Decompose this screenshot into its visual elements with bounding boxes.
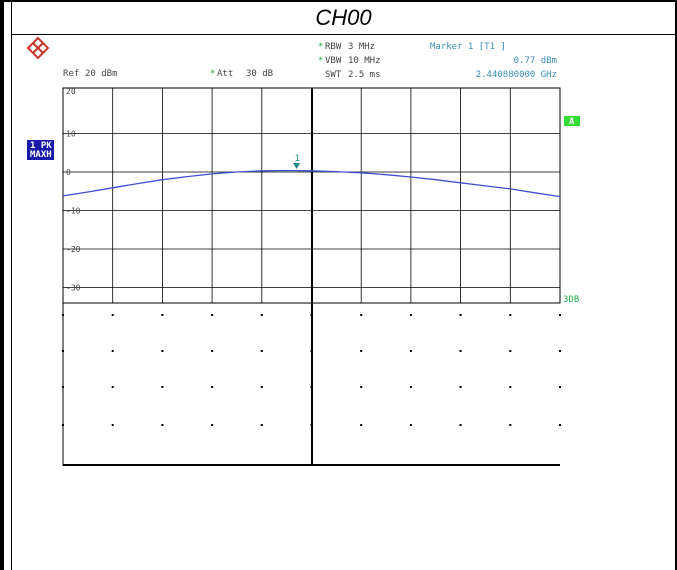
lower-grid-dots xyxy=(62,314,561,426)
title-divider xyxy=(11,34,677,35)
grid-dot xyxy=(161,314,164,316)
grid-dot xyxy=(211,424,214,426)
grid-vertical-lines xyxy=(112,88,511,303)
y-tick-label: -20 xyxy=(66,245,81,254)
grid-dot xyxy=(559,314,561,316)
a-badge-label: A xyxy=(569,117,575,127)
grid-dot xyxy=(111,314,114,316)
grid-dot xyxy=(409,350,412,352)
y-tick-label: -10 xyxy=(66,207,81,216)
grid-dot xyxy=(161,386,164,388)
rbw-value: 3 MHz xyxy=(348,42,375,52)
att-label: Att xyxy=(217,69,233,79)
page-title: CH00 xyxy=(315,5,372,30)
ref-label: Ref xyxy=(63,69,79,79)
grid-dot xyxy=(211,350,214,352)
att-star: * xyxy=(210,69,215,79)
a-badge xyxy=(564,116,580,126)
grid-dot xyxy=(459,350,462,352)
marker-title: Marker 1 [T1 ] xyxy=(430,42,506,52)
grid-dot xyxy=(459,424,462,426)
grid-dot xyxy=(260,350,263,352)
grid-dot xyxy=(360,424,363,426)
grid-dot xyxy=(509,314,512,316)
grid-dot xyxy=(409,314,412,316)
vbw-star: * xyxy=(318,56,323,66)
grid-dot xyxy=(459,386,462,388)
grid-dot xyxy=(111,386,114,388)
grid-dot xyxy=(509,350,512,352)
grid-dot xyxy=(310,424,313,426)
trace-box-line1: 1 PK xyxy=(30,141,52,151)
grid-dot xyxy=(211,314,214,316)
trace-line xyxy=(62,169,561,198)
grid-dot xyxy=(260,386,263,388)
vbw-value: 10 MHz xyxy=(348,56,381,66)
att-value: 30 dB xyxy=(246,69,273,79)
grid-dot xyxy=(360,314,363,316)
rbw-label: RBW xyxy=(325,42,342,52)
grid-dot xyxy=(161,350,164,352)
marker-frequency: 2.440880000 GHz xyxy=(476,70,557,80)
vbw-label: VBW xyxy=(325,56,342,66)
y-tick-label: 0 xyxy=(66,168,71,177)
grid-dot xyxy=(111,424,114,426)
marker-level: 0.77 dBm xyxy=(514,56,557,66)
grid-dot xyxy=(559,424,561,426)
y-tick-label: 10 xyxy=(66,130,76,139)
db-badge-label: 3DB xyxy=(563,295,579,305)
analyzer-logo-icon xyxy=(26,36,50,60)
frame-top-border xyxy=(0,0,677,2)
ref-value: 20 dBm xyxy=(85,69,118,79)
grid-dot xyxy=(260,314,263,316)
grid-dot xyxy=(559,386,561,388)
grid-dot xyxy=(559,350,561,352)
trace-box-line2: MAXH xyxy=(30,150,52,160)
grid-dot xyxy=(509,386,512,388)
grid-dot xyxy=(111,350,114,352)
grid-dot xyxy=(310,386,313,388)
trace-mode-box xyxy=(27,140,54,160)
grid-dot xyxy=(360,350,363,352)
y-tick-label: -30 xyxy=(66,284,81,293)
grid-dot xyxy=(360,386,363,388)
grid-dot xyxy=(409,386,412,388)
swt-value: 2.5 ms xyxy=(348,70,381,80)
grid-dot xyxy=(409,424,412,426)
frame-left-border xyxy=(0,0,4,570)
y-tick-label: 20 xyxy=(66,87,76,96)
grid-dot xyxy=(260,424,263,426)
grid-dot xyxy=(161,424,164,426)
marker-1-icon xyxy=(293,163,301,170)
grid-dot xyxy=(509,424,512,426)
frame-right-border xyxy=(675,0,677,570)
swt-label: SWT xyxy=(325,70,342,80)
y-axis-tick-labels: 20 10 0 -10 -20 -30 xyxy=(66,87,81,293)
rbw-star: * xyxy=(318,42,323,52)
grid-dot xyxy=(310,350,313,352)
grid-dot xyxy=(310,314,313,316)
frame-inner-border xyxy=(11,0,12,570)
marker-1-label: 1 xyxy=(295,154,300,164)
grid-dot xyxy=(459,314,462,316)
grid-dot xyxy=(211,386,214,388)
